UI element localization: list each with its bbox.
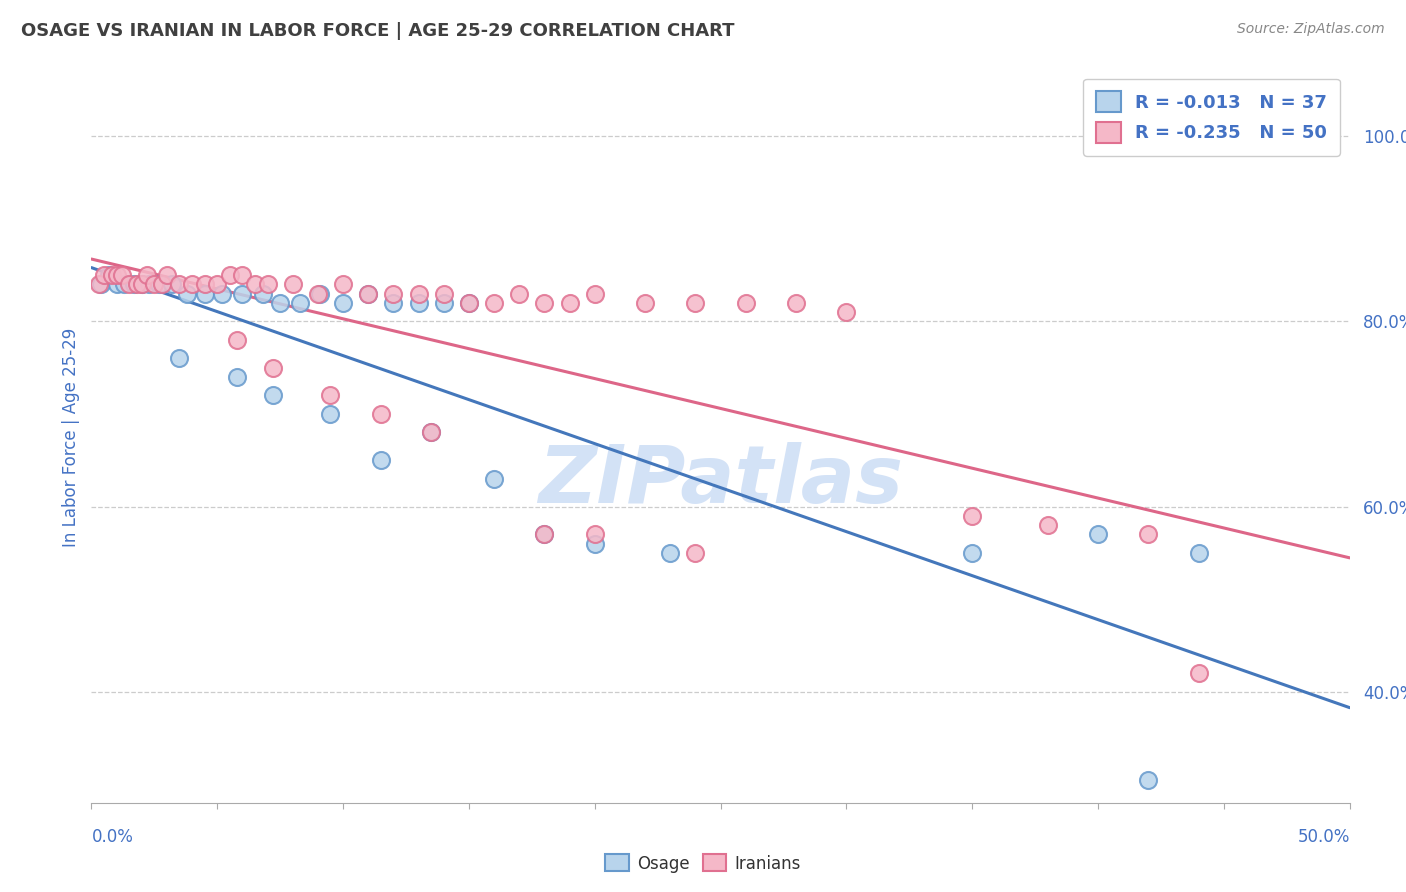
Point — [176, 286, 198, 301]
Point — [105, 268, 128, 282]
Point — [231, 286, 253, 301]
Point — [131, 277, 153, 292]
Point — [194, 277, 217, 292]
Point — [370, 453, 392, 467]
Text: 0.0%: 0.0% — [91, 828, 134, 846]
Point — [382, 295, 405, 310]
Point — [685, 546, 707, 560]
Text: 50.0%: 50.0% — [1298, 828, 1350, 846]
Point — [558, 295, 581, 310]
Point — [112, 277, 135, 292]
Point — [533, 527, 555, 541]
Point — [262, 360, 284, 375]
Point — [1188, 546, 1211, 560]
Point — [169, 277, 191, 292]
Point — [962, 508, 984, 523]
Point — [231, 268, 253, 282]
Point — [508, 286, 530, 301]
Point — [252, 286, 274, 301]
Point — [135, 268, 157, 282]
Point — [143, 277, 166, 292]
Point — [150, 277, 173, 292]
Point — [319, 407, 342, 421]
Point — [205, 277, 228, 292]
Point — [457, 295, 479, 310]
Point — [181, 277, 204, 292]
Point — [962, 546, 984, 560]
Point — [357, 286, 380, 301]
Text: Source: ZipAtlas.com: Source: ZipAtlas.com — [1237, 22, 1385, 37]
Text: OSAGE VS IRANIAN IN LABOR FORCE | AGE 25-29 CORRELATION CHART: OSAGE VS IRANIAN IN LABOR FORCE | AGE 25… — [21, 22, 734, 40]
Point — [90, 277, 112, 292]
Point — [332, 277, 354, 292]
Point — [420, 425, 443, 440]
Point — [118, 277, 141, 292]
Point — [370, 407, 392, 421]
Point — [734, 295, 756, 310]
Point — [125, 277, 148, 292]
Point — [211, 286, 233, 301]
Point — [533, 295, 555, 310]
Point — [262, 388, 284, 402]
Point — [332, 295, 354, 310]
Point — [583, 286, 606, 301]
Point — [420, 425, 443, 440]
Point — [1188, 666, 1211, 681]
Point — [105, 277, 128, 292]
Point — [226, 370, 249, 384]
Point — [583, 527, 606, 541]
Point — [634, 295, 657, 310]
Point — [169, 351, 191, 366]
Point — [1137, 527, 1160, 541]
Point — [281, 277, 304, 292]
Point — [110, 268, 132, 282]
Point — [835, 305, 858, 319]
Point — [243, 277, 266, 292]
Point — [685, 295, 707, 310]
Point — [194, 286, 217, 301]
Point — [785, 295, 807, 310]
Point — [148, 277, 170, 292]
Point — [87, 277, 110, 292]
Point — [290, 295, 312, 310]
Point — [583, 536, 606, 550]
Point — [659, 546, 682, 560]
Point — [226, 333, 249, 347]
Point — [357, 286, 380, 301]
Text: ZIPatlas: ZIPatlas — [538, 442, 903, 520]
Point — [1036, 518, 1059, 533]
Point — [433, 295, 456, 310]
Point — [408, 286, 430, 301]
Point — [307, 286, 329, 301]
Legend: Osage, Iranians: Osage, Iranians — [599, 847, 807, 880]
Point — [433, 286, 456, 301]
Point — [138, 277, 160, 292]
Point — [269, 295, 291, 310]
Legend: R = -0.013   N = 37, R = -0.235   N = 50: R = -0.013 N = 37, R = -0.235 N = 50 — [1083, 78, 1340, 155]
Y-axis label: In Labor Force | Age 25-29: In Labor Force | Age 25-29 — [62, 327, 80, 547]
Point — [93, 268, 115, 282]
Point — [382, 286, 405, 301]
Point — [256, 277, 278, 292]
Point — [319, 388, 342, 402]
Point — [122, 277, 145, 292]
Point — [482, 472, 505, 486]
Point — [533, 527, 555, 541]
Point — [131, 277, 153, 292]
Point — [309, 286, 332, 301]
Point — [100, 268, 122, 282]
Point — [156, 268, 179, 282]
Point — [1087, 527, 1109, 541]
Point — [218, 268, 240, 282]
Point — [482, 295, 505, 310]
Point — [98, 268, 121, 282]
Point — [160, 277, 183, 292]
Point — [457, 295, 479, 310]
Point — [408, 295, 430, 310]
Point — [1137, 772, 1160, 787]
